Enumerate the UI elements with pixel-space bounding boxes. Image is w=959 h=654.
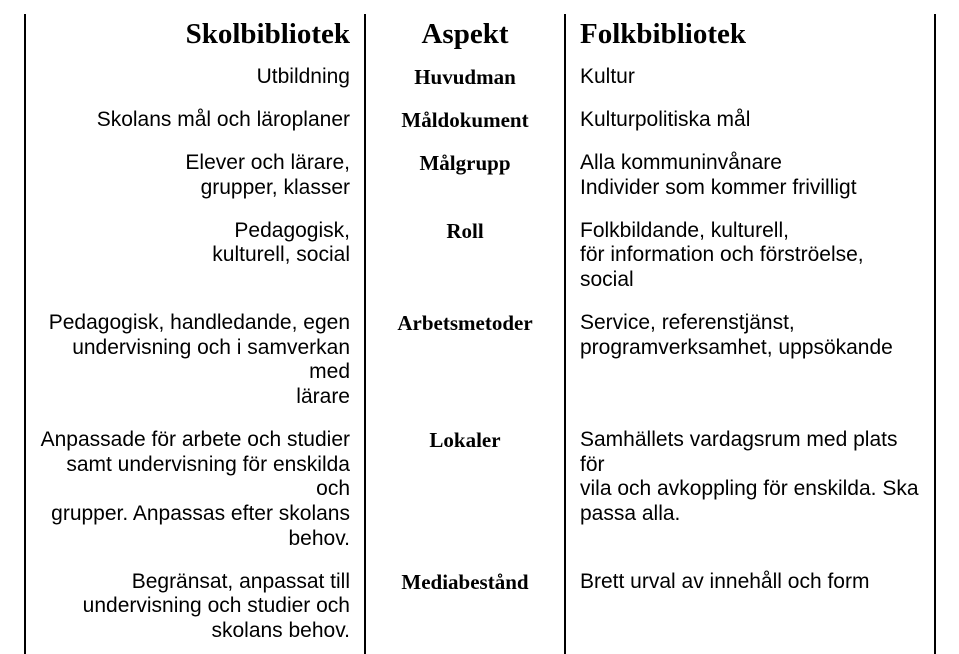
- table-row: Anpassade för arbete och studiersamt und…: [25, 420, 935, 562]
- cell-left: Anpassade för arbete och studiersamt und…: [25, 420, 365, 562]
- table-row: Utbildning Huvudman Kultur: [25, 57, 935, 100]
- cell-left: Pedagogisk, handledande, egenundervisnin…: [25, 303, 365, 420]
- cell-right: Service, referenstjänst,programverksamhe…: [565, 303, 935, 420]
- cell-left: Pedagogisk,kulturell, social: [25, 211, 365, 303]
- cell-mid: Arbetsmetoder: [365, 303, 565, 420]
- table-row: Pedagogisk,kulturell, social Roll Folkbi…: [25, 211, 935, 303]
- cell-right: Folkbildande, kulturell,för information …: [565, 211, 935, 303]
- cell-mid: Huvudman: [365, 57, 565, 100]
- header-mid: Aspekt: [365, 14, 565, 57]
- comparison-table: Skolbibliotek Aspekt Folkbibliotek Utbil…: [24, 14, 936, 654]
- cell-mid: Målgrupp: [365, 143, 565, 211]
- table-row: Skolans mål och läroplaner Måldokument K…: [25, 100, 935, 143]
- cell-mid: Mediabestånd: [365, 562, 565, 654]
- cell-right: Samhällets vardagsrum med plats förvila …: [565, 420, 935, 562]
- table-row: Begränsat, anpassat tillundervisning och…: [25, 562, 935, 654]
- cell-mid: Roll: [365, 211, 565, 303]
- cell-mid: Lokaler: [365, 420, 565, 562]
- cell-left: Skolans mål och läroplaner: [25, 100, 365, 143]
- cell-right: Brett urval av innehåll och form: [565, 562, 935, 654]
- header-right: Folkbibliotek: [565, 14, 935, 57]
- table-header-row: Skolbibliotek Aspekt Folkbibliotek: [25, 14, 935, 57]
- cell-right: Alla kommuninvånareIndivider som kommer …: [565, 143, 935, 211]
- cell-left: Begränsat, anpassat tillundervisning och…: [25, 562, 365, 654]
- cell-left: Elever och lärare,grupper, klasser: [25, 143, 365, 211]
- table-row: Pedagogisk, handledande, egenundervisnin…: [25, 303, 935, 420]
- cell-mid: Måldokument: [365, 100, 565, 143]
- cell-left: Utbildning: [25, 57, 365, 100]
- cell-right: Kulturpolitiska mål: [565, 100, 935, 143]
- cell-right: Kultur: [565, 57, 935, 100]
- header-left: Skolbibliotek: [25, 14, 365, 57]
- table-row: Elever och lärare,grupper, klasser Målgr…: [25, 143, 935, 211]
